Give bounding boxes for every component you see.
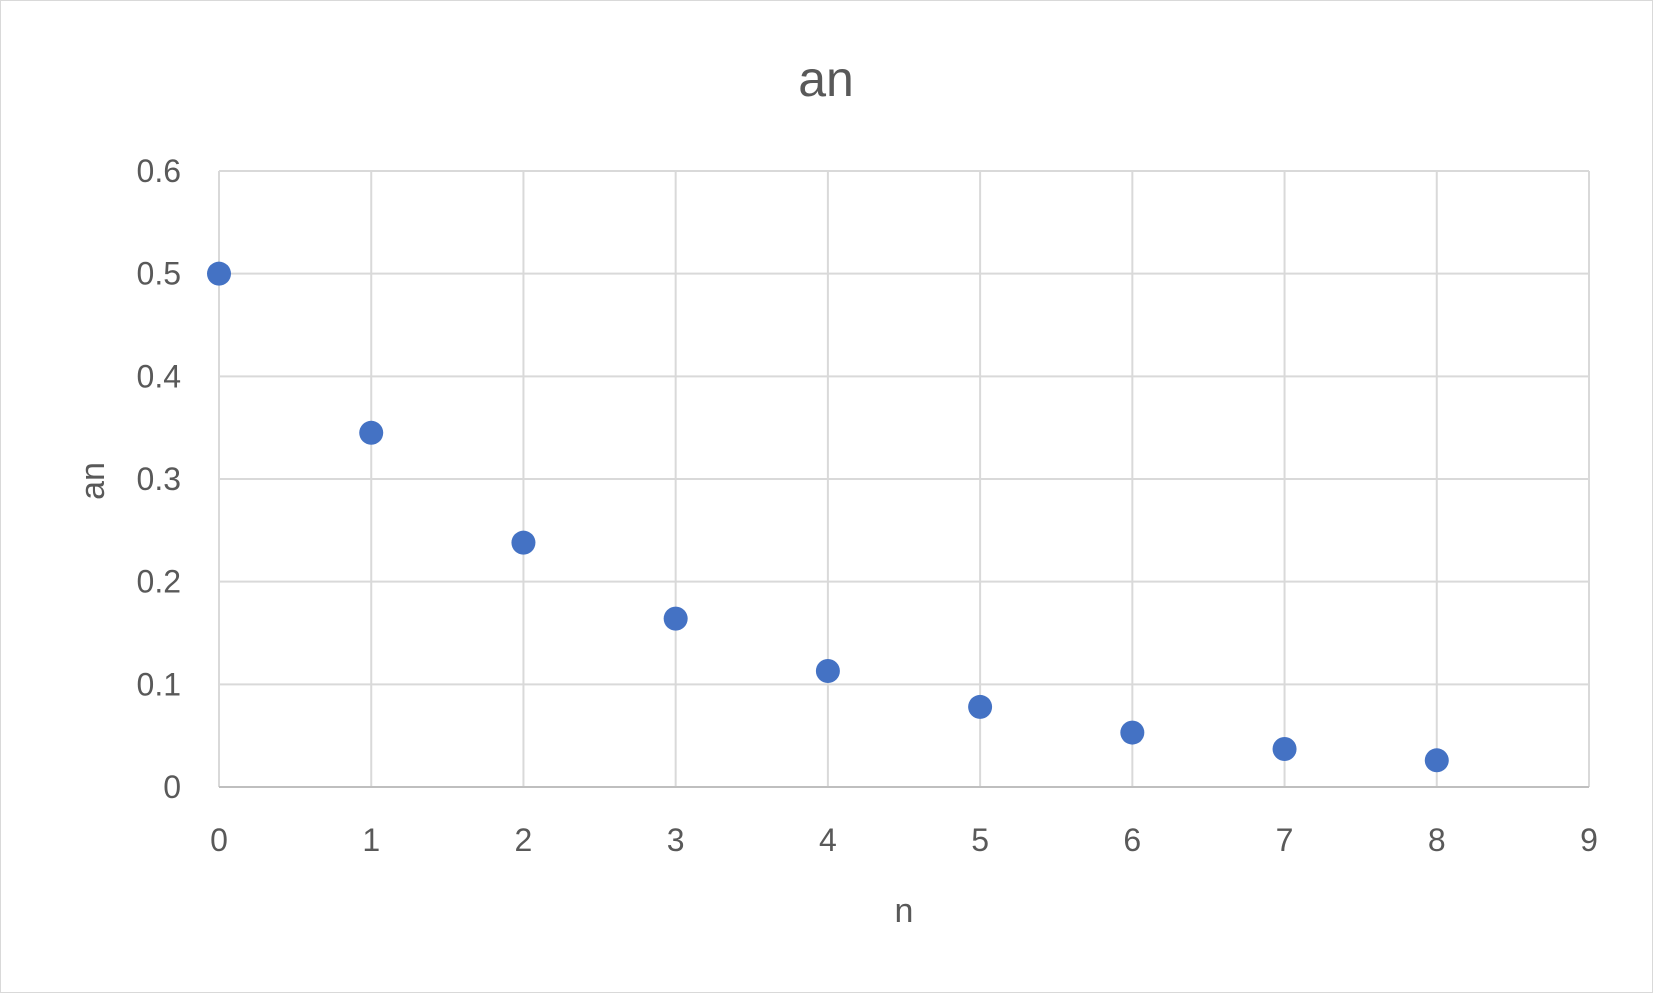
data-point [664,607,688,631]
data-point [968,695,992,719]
data-point [816,659,840,683]
x-tick-label: 4 [819,822,837,858]
y-tick-label: 0.1 [137,666,181,702]
data-point [511,531,535,555]
x-tick-label: 7 [1276,822,1294,858]
y-tick-label: 0.5 [137,256,181,292]
y-tick-label: 0.2 [137,564,181,600]
x-tick-label: 6 [1123,822,1141,858]
y-axis-tick-labels: 0 0.1 0.2 0.3 0.4 0.5 0.6 [137,153,181,805]
x-tick-label: 9 [1580,822,1598,858]
data-point [1425,748,1449,772]
y-axis-title: an [74,462,112,500]
data-point [359,421,383,445]
x-axis-tick-labels: 0 1 2 3 4 5 6 7 8 9 [210,822,1598,858]
x-tick-label: 5 [971,822,989,858]
x-tick-label: 2 [515,822,533,858]
y-tick-label: 0 [163,769,181,805]
x-tick-label: 8 [1428,822,1446,858]
x-tick-label: 1 [362,822,380,858]
gridlines [219,171,1589,787]
chart-title: an [798,51,854,107]
x-tick-label: 0 [210,822,228,858]
y-tick-label: 0.4 [137,358,181,394]
x-axis-title: n [895,892,914,930]
y-tick-label: 0.6 [137,153,181,189]
x-tick-label: 3 [667,822,685,858]
data-point [207,262,231,286]
data-point [1120,721,1144,745]
y-tick-label: 0.3 [137,461,181,497]
data-point [1273,737,1297,761]
